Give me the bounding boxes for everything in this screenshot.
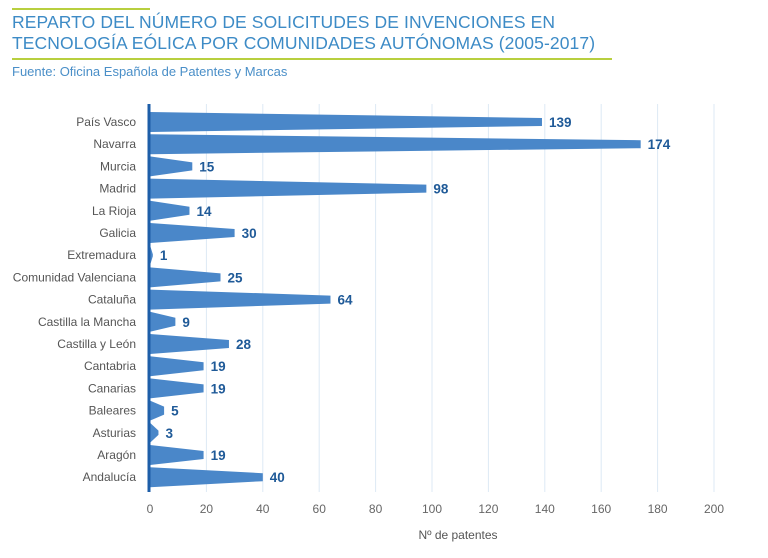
bar <box>150 267 221 288</box>
bar <box>150 178 427 199</box>
value-label: 174 <box>648 137 671 152</box>
value-label: 30 <box>242 226 257 241</box>
x-tick-label: 20 <box>200 502 214 516</box>
value-label: 64 <box>337 293 353 308</box>
bar <box>150 245 153 266</box>
value-label: 9 <box>182 315 190 330</box>
value-labels: 139 174 15 98 14 30 1 25 64 9 28 19 19 5 3 19 40 <box>160 115 671 485</box>
bar <box>150 334 229 354</box>
bar <box>150 356 204 377</box>
bar <box>150 134 641 155</box>
bar <box>150 156 193 177</box>
category-label: Canarias <box>88 381 136 395</box>
category-label: Baleares <box>89 404 136 418</box>
x-tick-label: 80 <box>369 502 383 516</box>
category-label: Castilla y León <box>57 337 136 351</box>
value-label: 15 <box>199 159 215 174</box>
value-label: 19 <box>211 448 226 463</box>
bar <box>150 400 165 421</box>
x-tick-label: 140 <box>535 502 555 516</box>
category-label: Madrid <box>99 182 136 196</box>
x-tick-label: 100 <box>422 502 442 516</box>
bar <box>150 422 159 443</box>
chart-source: Fuente: Oficina Española de Patentes y M… <box>12 64 288 79</box>
x-tick-label: 180 <box>648 502 668 516</box>
x-tick-label: 0 <box>147 502 154 516</box>
category-label: Cantabria <box>84 359 136 373</box>
chart-title-line-1: REPARTO DEL NÚMERO DE SOLICITUDES DE INV… <box>12 12 556 32</box>
category-label: Murcia <box>100 159 136 173</box>
bar <box>150 289 331 310</box>
category-label: Galicia <box>99 226 136 240</box>
title-accent-rule-top <box>12 8 150 10</box>
chart-title: REPARTO DEL NÚMERO DE SOLICITUDES DE INV… <box>12 12 632 54</box>
category-label: País Vasco <box>76 115 136 129</box>
x-tick-label: 40 <box>256 502 270 516</box>
bars <box>150 112 641 488</box>
value-label: 40 <box>270 470 285 485</box>
category-labels: País Vasco Navarra Murcia Madrid La Rioja Gal… <box>13 115 137 484</box>
x-tick-label: 60 <box>313 502 327 516</box>
x-tick-labels: 0 20 40 60 80 100 120 140 160 180 200 <box>147 502 725 516</box>
x-tick-label: 200 <box>704 502 724 516</box>
category-label: Extremadura <box>67 248 136 262</box>
category-label: Aragón <box>97 448 136 462</box>
value-label: 25 <box>228 270 244 285</box>
category-label: Comunidad Valenciana <box>13 270 137 284</box>
bar <box>150 467 263 488</box>
category-label: Andalucía <box>83 470 137 484</box>
x-tick-label: 120 <box>478 502 498 516</box>
bar <box>150 223 235 243</box>
bar <box>150 112 542 132</box>
value-label: 19 <box>211 381 226 396</box>
value-label: 3 <box>165 426 173 441</box>
category-label: Castilla la Mancha <box>38 315 136 329</box>
category-label: Navarra <box>93 137 136 151</box>
bar <box>150 445 204 465</box>
chart-title-line-2: TECNOLOGÍA EÓLICA POR COMUNIDADES AUTÓNO… <box>12 33 596 53</box>
bar <box>150 311 176 332</box>
title-accent-rule-bottom <box>12 58 612 60</box>
bar <box>150 200 190 221</box>
value-label: 98 <box>433 182 449 197</box>
value-label: 5 <box>171 404 179 419</box>
category-label: Asturias <box>93 426 136 440</box>
value-label: 139 <box>549 115 572 130</box>
value-label: 28 <box>236 337 252 352</box>
gridlines <box>205 104 715 492</box>
bar <box>150 378 204 399</box>
value-label: 19 <box>211 359 226 374</box>
x-axis-label: Nº de patentes <box>418 528 497 542</box>
category-label: Cataluña <box>88 293 136 307</box>
x-tick-label: 160 <box>591 502 611 516</box>
category-label: La Rioja <box>92 204 136 218</box>
value-label: 14 <box>196 204 212 219</box>
value-label: 1 <box>160 248 168 263</box>
